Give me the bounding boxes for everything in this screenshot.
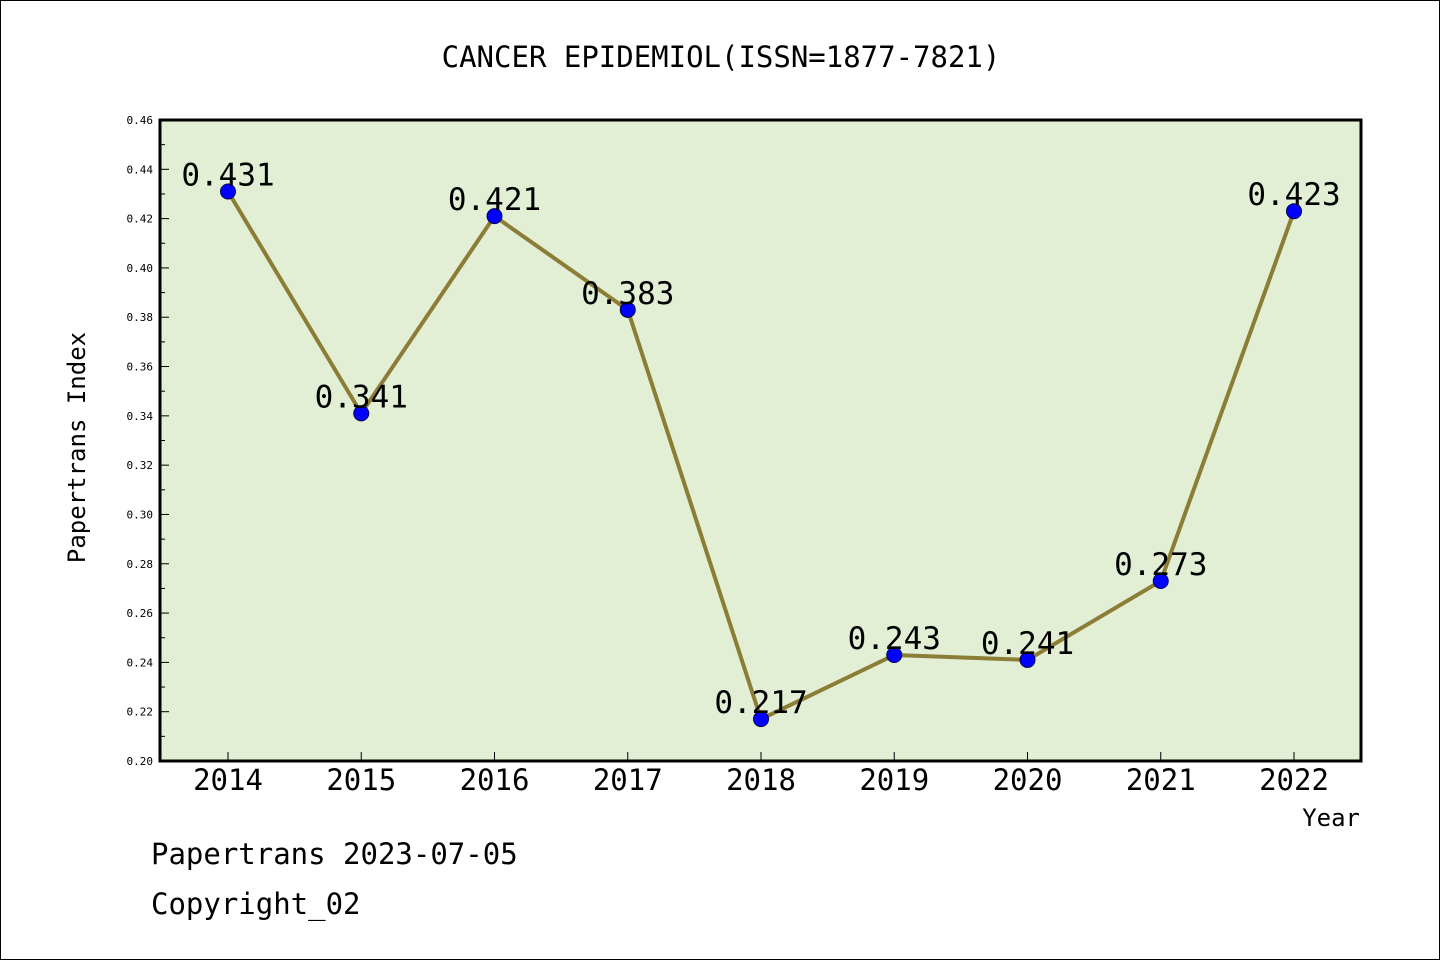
x-tick-label: 2020 xyxy=(993,763,1063,797)
data-label: 0.241 xyxy=(981,626,1074,662)
x-tick-label: 2016 xyxy=(460,763,530,797)
data-point xyxy=(753,711,769,728)
x-tick-label: 2018 xyxy=(726,763,796,797)
data-label: 0.431 xyxy=(181,157,274,193)
chart-title: CANCER EPIDEMIOL(ISSN=1877-7821) xyxy=(442,40,1001,74)
series-papertrans-index: 0.431 0.341 0.421 0.383 0.217 0.243 0.241 0.273… xyxy=(181,157,1341,728)
data-point xyxy=(1152,573,1169,590)
y-tick-label: 0.46 xyxy=(127,114,154,127)
data-point xyxy=(353,405,370,422)
data-point xyxy=(220,183,236,200)
x-tick-label: 2022 xyxy=(1259,763,1329,797)
y-tick-label: 0.34 xyxy=(127,410,154,423)
y-tick-label: 0.42 xyxy=(127,213,154,226)
data-label: 0.273 xyxy=(1114,547,1207,583)
y-tick-label: 0.26 xyxy=(127,607,154,620)
y-tick-label: 0.30 xyxy=(127,508,154,521)
footer-date: Papertrans 2023-07-05 xyxy=(151,837,518,871)
data-point xyxy=(1286,203,1302,220)
x-axis: 2014 2015 2016 2017 2018 2019 2020 2021 2022 xyxy=(193,752,1329,797)
x-tick-label: 2019 xyxy=(859,763,929,797)
y-tick-label: 0.40 xyxy=(127,262,154,275)
data-label: 0.341 xyxy=(315,379,408,415)
x-tick-label: 2014 xyxy=(193,763,263,797)
y-tick-label: 0.44 xyxy=(127,163,154,176)
y-axis: 0.20 0.22 0.24 0.26 0.28 0.30 0.32 0.34 0.36 0.38… xyxy=(127,114,169,768)
data-point xyxy=(886,646,903,663)
data-label: 0.217 xyxy=(714,685,807,721)
x-axis-label: Year xyxy=(1302,804,1360,832)
y-tick-label: 0.20 xyxy=(127,755,154,768)
x-tick-label: 2017 xyxy=(593,763,663,797)
y-tick-label: 0.36 xyxy=(127,361,154,374)
data-label: 0.423 xyxy=(1247,177,1340,213)
data-label: 0.383 xyxy=(581,276,674,312)
plot-area xyxy=(158,118,1363,763)
y-tick-label: 0.22 xyxy=(127,706,154,719)
y-axis-label: Papertrans Index xyxy=(63,332,91,563)
data-point xyxy=(619,301,636,318)
data-label: 0.421 xyxy=(448,182,541,218)
y-tick-label: 0.28 xyxy=(127,558,154,571)
y-tick-label: 0.32 xyxy=(127,459,154,472)
footer-copyright: Copyright_02 xyxy=(151,887,361,921)
y-tick-label: 0.24 xyxy=(127,656,154,669)
x-tick-label: 2021 xyxy=(1126,763,1196,797)
x-tick-label: 2015 xyxy=(326,763,396,797)
data-point xyxy=(486,208,503,225)
y-tick-label: 0.38 xyxy=(127,311,154,324)
data-point xyxy=(1019,651,1036,668)
data-label: 0.243 xyxy=(848,621,941,657)
